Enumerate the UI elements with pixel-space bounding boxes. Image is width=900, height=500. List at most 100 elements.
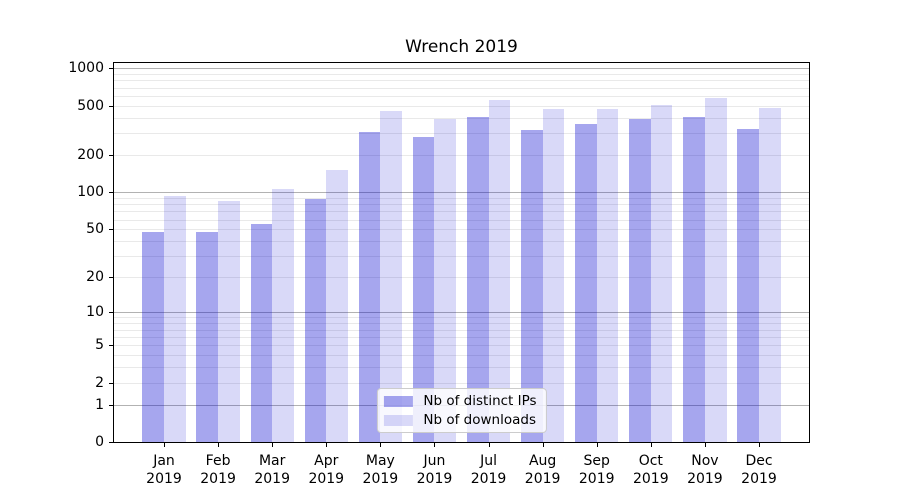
x-tick-label: Jan 2019: [146, 453, 182, 487]
minor-gridline: [114, 323, 809, 325]
bar-downloads-jun-2019: [434, 118, 457, 442]
legend-swatch-downloads: [383, 414, 413, 426]
grid-layer: [114, 63, 809, 442]
x-tick-label: Aug 2019: [524, 453, 561, 487]
y-tick-label: 500: [77, 97, 104, 114]
legend-item-downloads: Nb of downloads: [383, 413, 536, 427]
y-tick: [109, 277, 113, 279]
y-tick-label: 1000: [68, 60, 104, 77]
x-tick: [434, 443, 436, 447]
x-tick: [272, 443, 274, 447]
x-tick: [759, 443, 760, 447]
minor-gridline: [114, 277, 809, 279]
x-tick: [380, 443, 382, 447]
bar-downloads-mar-2019: [272, 188, 294, 442]
x-tick-label: Mar 2019: [254, 453, 290, 487]
bars-layer: [114, 63, 809, 442]
y-tick: [109, 404, 113, 406]
legend-label-downloads: Nb of downloads: [423, 412, 536, 428]
x-tick-label: May 2019: [362, 453, 399, 487]
bar-downloads-jan-2019: [164, 196, 186, 442]
minor-gridline: [114, 354, 809, 356]
bar-downloads-aug-2019: [542, 109, 565, 442]
bar-distinct-ips-may-2019: [358, 131, 381, 442]
bar-downloads-dec-2019: [759, 108, 781, 442]
x-tick: [542, 443, 544, 447]
x-tick: [164, 443, 165, 447]
y-tick: [109, 68, 113, 70]
y-tick: [109, 192, 113, 194]
bar-distinct-ips-aug-2019: [521, 129, 543, 442]
minor-gridline: [114, 256, 809, 258]
y-tick-label: 1: [95, 396, 104, 413]
y-tick: [109, 312, 113, 314]
x-tick-label: Feb 2019: [200, 453, 236, 487]
bar-downloads-feb-2019: [218, 201, 240, 442]
y-tick-label: 10: [86, 304, 104, 321]
major-gridline: [114, 312, 809, 314]
minor-gridline: [114, 317, 809, 319]
minor-gridline: [114, 382, 809, 384]
bar-downloads-nov-2019: [704, 97, 727, 442]
y-tick: [109, 105, 113, 107]
bar-distinct-ips-feb-2019: [196, 231, 219, 442]
minor-gridline: [114, 336, 809, 338]
x-tick: [596, 443, 598, 447]
bar-downloads-jul-2019: [488, 100, 511, 442]
y-tick-label: 5: [95, 337, 104, 354]
bar-distinct-ips-oct-2019: [629, 119, 651, 442]
bar-distinct-ips-jun-2019: [412, 137, 435, 442]
minor-gridline: [114, 329, 809, 331]
minor-gridline: [114, 241, 809, 243]
y-tick: [109, 229, 113, 231]
minor-gridline: [114, 117, 809, 119]
minor-gridline: [114, 219, 809, 221]
x-tick: [704, 443, 706, 447]
bar-distinct-ips-apr-2019: [304, 199, 327, 442]
bar-downloads-oct-2019: [650, 105, 673, 442]
bar-distinct-ips-mar-2019: [250, 224, 273, 442]
y-tick: [109, 442, 113, 443]
x-tick: [650, 443, 652, 447]
y-tick: [109, 155, 113, 157]
x-tick-label: Sep 2019: [578, 453, 615, 487]
bar-distinct-ips-dec-2019: [737, 129, 759, 442]
bar-downloads-apr-2019: [326, 170, 348, 442]
x-tick: [326, 443, 328, 447]
legend-swatch-distinct-ips: [383, 395, 413, 407]
bar-distinct-ips-jul-2019: [466, 116, 489, 442]
minor-gridline: [114, 133, 809, 135]
minor-gridline: [114, 345, 809, 347]
legend-item-distinct-ips: Nb of distinct IPs: [383, 393, 537, 409]
minor-gridline: [114, 105, 809, 107]
bar-distinct-ips-jan-2019: [142, 231, 164, 442]
minor-gridline: [114, 367, 809, 369]
y-tick: [109, 382, 113, 384]
legend: Nb of distinct IPs Nb of downloads: [376, 388, 547, 433]
minor-gridline: [114, 87, 809, 89]
x-tick: [488, 443, 490, 447]
bar-distinct-ips-nov-2019: [683, 116, 705, 442]
y-tick-label: 50: [86, 221, 104, 238]
major-gridline: [114, 192, 809, 194]
minor-gridline: [114, 229, 809, 231]
bar-distinct-ips-sep-2019: [575, 123, 597, 442]
y-tick-label: 200: [77, 147, 104, 164]
x-tick-label: Dec 2019: [741, 453, 777, 487]
chart-title: Wrench 2019: [405, 37, 518, 57]
minor-gridline: [114, 74, 809, 76]
x-tick-label: Jun 2019: [416, 453, 453, 487]
minor-gridline: [114, 211, 809, 213]
y-tick-label: 0: [95, 434, 104, 450]
minor-gridline: [114, 204, 809, 206]
bar-downloads-may-2019: [380, 110, 402, 442]
y-tick-label: 2: [95, 374, 104, 391]
y-tick-label: 100: [77, 184, 104, 201]
x-tick-label: Apr 2019: [308, 453, 345, 487]
x-tick: [218, 443, 220, 447]
x-tick-label: Nov 2019: [687, 453, 723, 487]
major-gridline: [114, 68, 809, 70]
legend-label-distinct-ips: Nb of distinct IPs: [423, 393, 537, 409]
minor-gridline: [114, 198, 809, 200]
